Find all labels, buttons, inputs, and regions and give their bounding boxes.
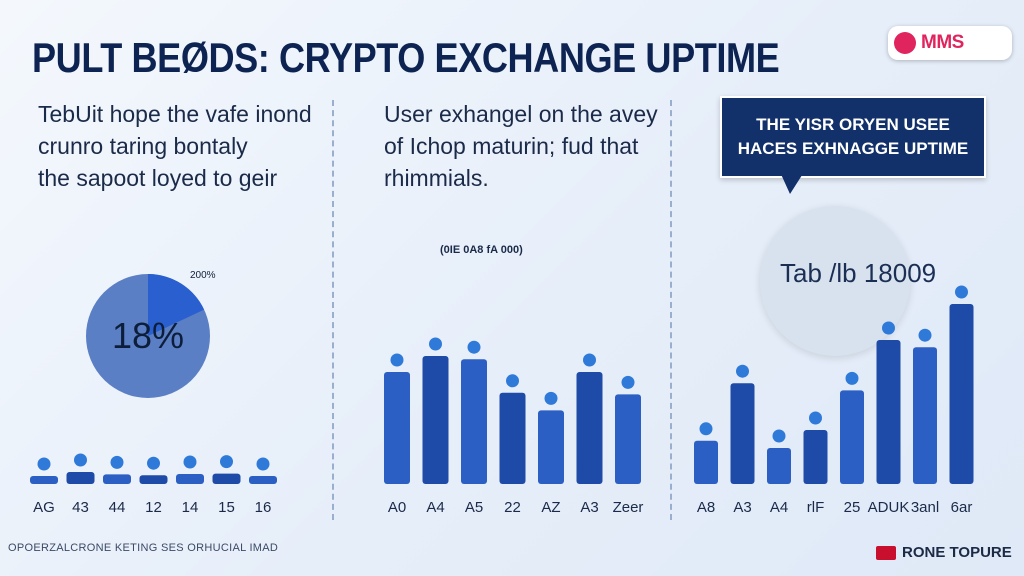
x-tick-label: A8 (697, 499, 715, 516)
bar (103, 474, 131, 484)
bar-dot (882, 321, 895, 335)
bar (384, 372, 410, 484)
bar-dot (583, 353, 596, 367)
callout-box: THE YISR ORYEN USEE HACES EXHNAGGE UPTIM… (720, 96, 986, 178)
x-tick-label: 25 (844, 499, 861, 516)
x-tick-label: 16 (255, 499, 272, 516)
callout-line: HACES EXHNAGGE UPTIME (737, 139, 969, 158)
bar-dot (845, 371, 859, 385)
bar-dot (220, 455, 233, 469)
logo-icon (894, 32, 916, 54)
bar (66, 472, 95, 484)
bar (139, 475, 168, 484)
page-title: PULT BEØDS: CRYPTO EXCHANGE UPTIME (32, 34, 780, 81)
panel2-desc-line: User exhangel on the avey (384, 101, 658, 127)
brand-logo: MMS (888, 26, 1012, 60)
bar-dot (918, 328, 932, 342)
x-tick-label: 22 (504, 499, 521, 516)
bar (30, 476, 58, 484)
bar (949, 304, 974, 484)
x-tick-label: 44 (109, 499, 126, 516)
bar-dot (544, 391, 558, 405)
flag-icon (876, 545, 896, 560)
bar-dot (390, 353, 404, 367)
panel1-desc-line: TebUit hope the vafe inond (38, 101, 312, 127)
x-tick-label: A5 (465, 499, 483, 516)
panel-divider (332, 100, 334, 520)
bar (615, 394, 641, 484)
bar-dot (183, 455, 197, 469)
bar-dot (467, 340, 481, 354)
x-tick-label: ADUK (868, 499, 910, 516)
bar (876, 340, 901, 484)
pie-annotation: 200% (190, 270, 216, 281)
x-tick-label: 3anl (911, 499, 939, 516)
logo-text: MMS (921, 32, 964, 53)
bar-dot (621, 375, 635, 389)
bar-dot (37, 457, 51, 471)
x-tick-label: 12 (145, 499, 162, 516)
bar (576, 372, 603, 484)
bar (249, 476, 277, 484)
bar-dot (256, 457, 270, 471)
callout-tail (780, 172, 804, 194)
x-tick-label: AG (33, 499, 55, 516)
bar-dot (772, 429, 786, 443)
bar (422, 356, 449, 484)
footer-source: OPOERZALCRONE KETING SES ORHUCIAL IMAD (8, 542, 279, 554)
bar (730, 383, 755, 484)
bar-dot (429, 337, 442, 351)
bar-dot (955, 285, 968, 299)
bar-dot (506, 374, 519, 388)
x-tick-label: 15 (218, 499, 235, 516)
footer-brand: RONE TOPURE (876, 544, 1012, 561)
x-tick-label: A4 (770, 499, 788, 516)
brand-text: RONE TOPURE (902, 544, 1012, 561)
bar-dot (699, 422, 713, 436)
bar-dot (110, 455, 124, 469)
x-tick-label: 14 (182, 499, 199, 516)
bar-dot (74, 453, 87, 467)
x-tick-label: Zeer (613, 499, 644, 516)
panel1-desc-line: crunro taring bontaly (38, 133, 248, 159)
bar-dot (736, 364, 749, 378)
bar (538, 410, 564, 484)
panel2-chart-label: (0IE 0A8 fA 000) (440, 244, 523, 256)
stat-value: Tab /lb 18009 (780, 258, 937, 288)
panel1-description: TebUit hope the vafe inond crunro taring… (38, 98, 312, 194)
bar (840, 390, 864, 484)
panel1-desc-line: the sapoot loyed to geir (38, 165, 278, 191)
bar (176, 474, 204, 484)
panel-divider (670, 100, 672, 520)
panel2-desc-line: rhimmials. (384, 165, 489, 191)
bar (803, 430, 828, 484)
bar (212, 473, 241, 484)
x-tick-label: A3 (733, 499, 751, 516)
bar-dot (147, 456, 160, 470)
pie-value-label: 18% (112, 315, 184, 356)
bar (461, 359, 487, 484)
panel2-description: User exhangel on the avey of Ichop matur… (384, 98, 658, 194)
x-tick-label: 6ar (951, 499, 973, 516)
bar (499, 392, 526, 484)
x-tick-label: AZ (541, 499, 560, 516)
x-tick-label: 43 (72, 499, 89, 516)
bar (694, 440, 718, 484)
pie-slice (148, 274, 205, 336)
x-tick-label: A0 (388, 499, 406, 516)
bar (767, 448, 791, 484)
bar (913, 347, 937, 484)
bar-dot (809, 411, 822, 425)
panel2-desc-line: of Ichop maturin; fud that (384, 133, 639, 159)
x-tick-label: A3 (580, 499, 598, 516)
callout-line: THE YISR ORYEN USEE (756, 115, 950, 134)
x-tick-label: A4 (426, 499, 444, 516)
x-tick-label: rlF (807, 499, 825, 516)
